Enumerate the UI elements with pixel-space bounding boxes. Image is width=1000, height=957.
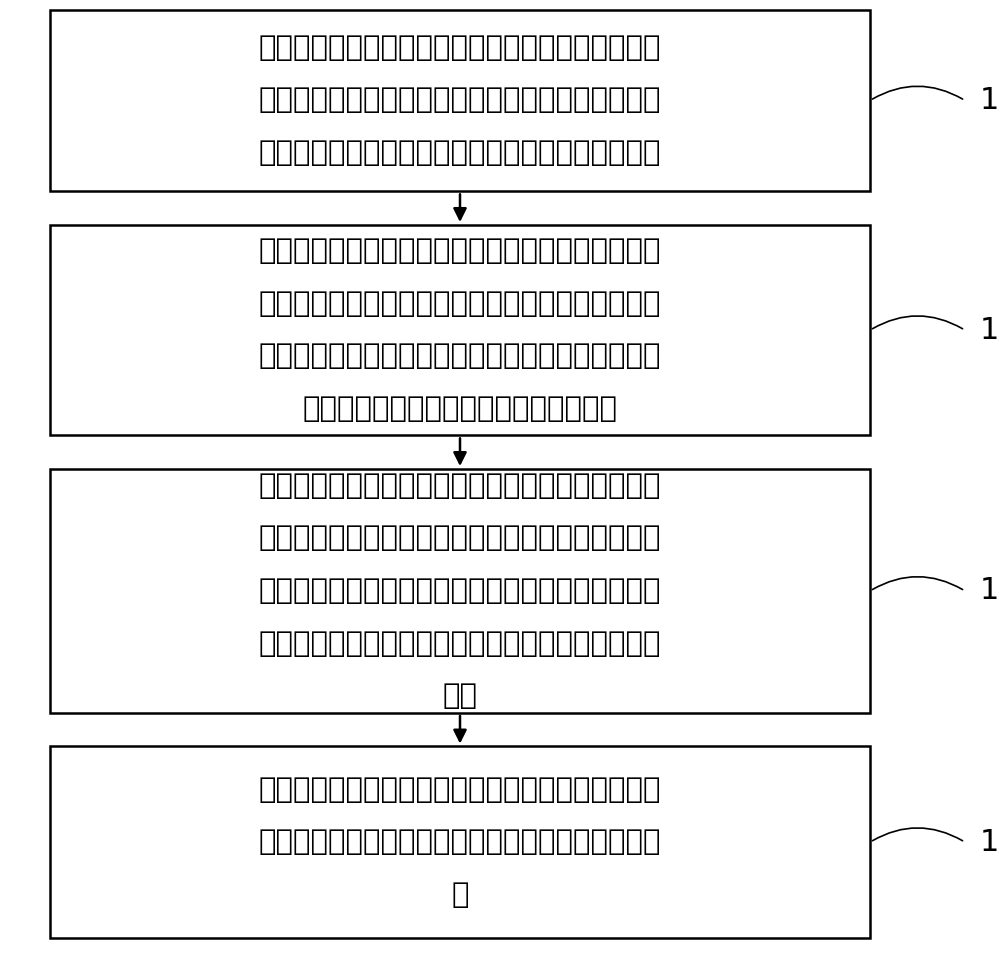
Text: 根据所述目标用户的第一未浏览信息集合中的每个第: 根据所述目标用户的第一未浏览信息集合中的每个第 bbox=[259, 472, 661, 500]
Text: 同第一历史浏览信息的第一感情倾向及所述第一感情: 同第一历史浏览信息的第一感情倾向及所述第一感情 bbox=[259, 290, 661, 318]
Text: 确定与所述目标用户对不同第一历史浏览信息的所述: 确定与所述目标用户对不同第一历史浏览信息的所述 bbox=[259, 577, 661, 605]
Text: 根据所述第二未浏览信息集合生成推荐信息集合，在: 根据所述第二未浏览信息集合生成推荐信息集合，在 bbox=[259, 775, 661, 804]
Text: 101: 101 bbox=[980, 86, 1000, 115]
Text: 送: 送 bbox=[451, 880, 469, 909]
Text: 104: 104 bbox=[980, 828, 1000, 857]
Text: 强度，计算目标用户对不同信息类别的所述第一历史: 强度，计算目标用户对不同信息类别的所述第一历史 bbox=[259, 343, 661, 370]
Bar bbox=[50, 10, 870, 191]
Text: 集合: 集合 bbox=[442, 682, 478, 710]
Text: 记录中包含信息类别、第一情感倾向及第一情感强度: 记录中包含信息类别、第一情感倾向及第一情感强度 bbox=[259, 139, 661, 167]
Text: 获取第一历史浏览记录及所述第一历史浏览记录中的: 获取第一历史浏览记录及所述第一历史浏览记录中的 bbox=[259, 33, 661, 62]
Text: 每个第一历史浏览信息的观点信息；其中，历史浏览: 每个第一历史浏览信息的观点信息；其中，历史浏览 bbox=[259, 86, 661, 115]
Text: 浏览信息的第二感情倾向及第二感情强度: 浏览信息的第二感情倾向及第二感情强度 bbox=[302, 395, 618, 423]
Text: 一未浏览信息的第三感情倾向与所述第三感情强度，: 一未浏览信息的第三感情倾向与所述第三感情强度， bbox=[259, 524, 661, 552]
Text: 根据所述第一历史浏览记录、所述观点信息、所述不: 根据所述第一历史浏览记录、所述观点信息、所述不 bbox=[259, 237, 661, 265]
Text: 第二感情倾向及第二感情强度相同的第二未浏览信息: 第二感情倾向及第二感情强度相同的第二未浏览信息 bbox=[259, 630, 661, 657]
Bar bbox=[50, 469, 870, 713]
Text: 所述推荐信息集合中确定所述第一未浏览信息进行推: 所述推荐信息集合中确定所述第一未浏览信息进行推 bbox=[259, 828, 661, 857]
Bar bbox=[50, 225, 870, 435]
Text: 103: 103 bbox=[980, 576, 1000, 606]
Bar bbox=[50, 746, 870, 938]
Text: 102: 102 bbox=[980, 316, 1000, 345]
